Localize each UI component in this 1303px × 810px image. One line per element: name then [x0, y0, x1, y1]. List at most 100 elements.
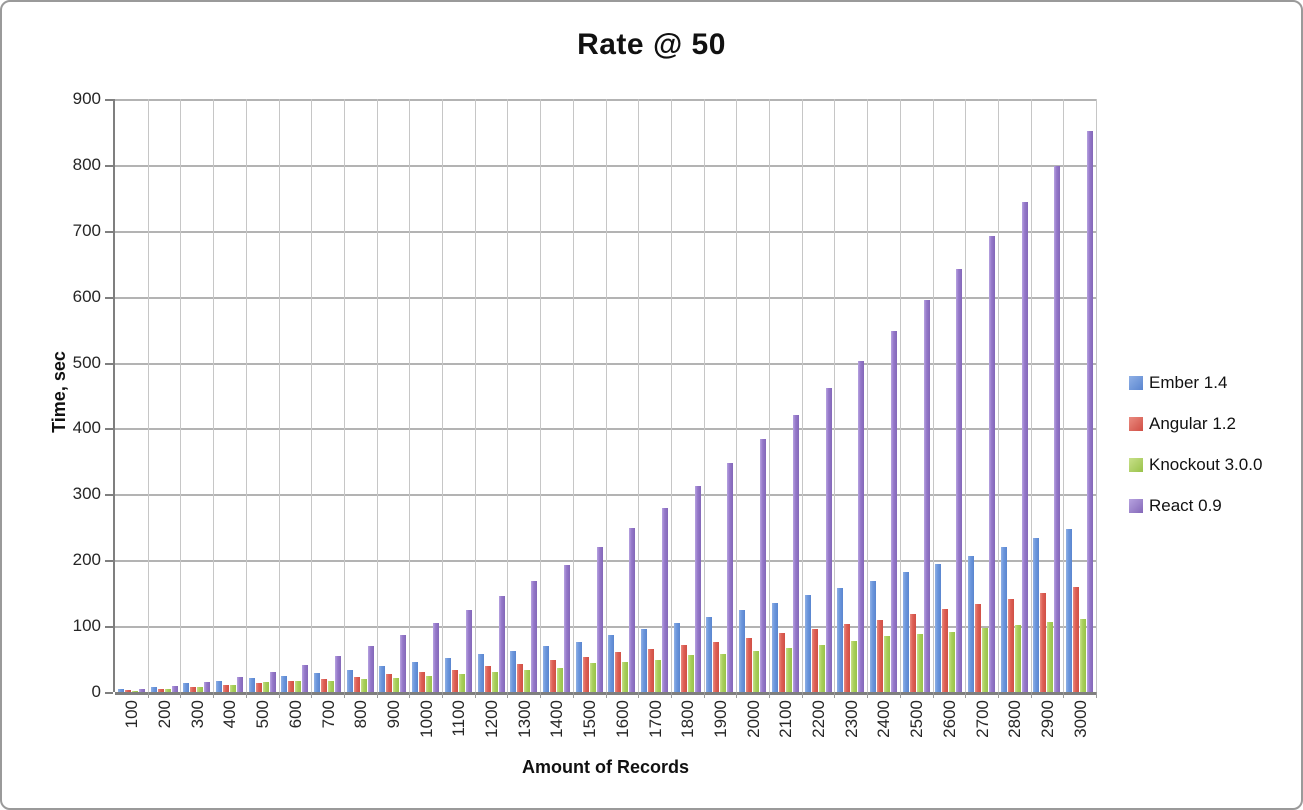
y-axis-line	[113, 99, 115, 692]
bar-ember-1-4-1800	[673, 623, 680, 692]
bar-knockout-3-0-0-2100	[785, 647, 792, 692]
legend-swatch-icon	[1129, 457, 1143, 472]
legend: Ember 1.4 Angular 1.2 Knockout 3.0.0 React …	[1129, 362, 1262, 526]
bar-knockout-3-0-0-2600	[949, 632, 956, 692]
bar-react-0-9-2600	[956, 269, 963, 692]
bar-knockout-3-0-0-400	[229, 684, 236, 692]
x-tick-label: 2700	[972, 700, 992, 738]
bar-ember-1-4-700	[314, 672, 321, 692]
bar-ember-1-4-1200	[477, 654, 484, 692]
x-tick-label: 1200	[482, 700, 502, 738]
bar-ember-1-4-3000	[1066, 529, 1073, 692]
legend-swatch-icon	[1129, 416, 1143, 431]
bar-group-1900	[704, 463, 737, 692]
x-gridline	[343, 99, 345, 692]
legend-item-react-0-9: React 0.9	[1129, 485, 1262, 526]
bar-ember-1-4-1300	[510, 650, 517, 692]
bar-react-0-9-1700	[662, 508, 669, 692]
bar-react-0-9-200	[171, 686, 178, 692]
x-gridline	[1096, 99, 1097, 692]
bar-group-1800	[671, 485, 704, 692]
bar-knockout-3-0-0-2300	[851, 641, 858, 692]
x-tick-label: 600	[285, 700, 305, 729]
x-tick-label: 2800	[1005, 700, 1025, 738]
x-gridline	[965, 99, 967, 692]
bar-react-0-9-2200	[825, 387, 832, 692]
x-tick-label: 1400	[547, 700, 567, 738]
legend-item-ember-1-4: Ember 1.4	[1129, 362, 1262, 403]
bar-angular-1-2-2100	[778, 632, 785, 692]
x-tick-label: 2600	[939, 700, 959, 738]
bar-angular-1-2-1900	[713, 641, 720, 692]
bar-group-600	[279, 665, 312, 692]
x-tick-label: 3000	[1070, 700, 1090, 738]
bar-angular-1-2-200	[157, 688, 164, 692]
bar-group-400	[213, 676, 246, 692]
x-tick-label: 1000	[416, 700, 436, 738]
bar-ember-1-4-1400	[542, 645, 549, 692]
y-tick-label: 900	[72, 89, 101, 108]
x-tick-mark	[507, 692, 509, 698]
y-tick-mark	[105, 164, 113, 167]
bar-angular-1-2-700	[321, 679, 328, 692]
x-gridline	[311, 99, 313, 692]
bar-angular-1-2-2900	[1040, 592, 1047, 692]
bar-group-2700	[965, 236, 998, 692]
bar-angular-1-2-2000	[746, 637, 753, 692]
bar-react-0-9-100	[138, 689, 145, 692]
legend-label: Ember 1.4	[1149, 372, 1228, 392]
y-tick-mark	[105, 560, 113, 563]
bar-ember-1-4-800	[346, 669, 353, 692]
bar-react-0-9-2300	[858, 360, 865, 692]
bar-group-2500	[900, 299, 933, 692]
bar-react-0-9-2100	[792, 414, 799, 692]
bar-ember-1-4-2900	[1033, 538, 1040, 692]
bar-angular-1-2-2700	[975, 603, 982, 692]
x-tick-mark	[213, 692, 215, 698]
y-tick-label: 0	[91, 682, 101, 701]
x-tick-mark	[965, 692, 967, 698]
x-tick-mark	[147, 692, 149, 698]
bar-angular-1-2-300	[190, 687, 197, 692]
bar-knockout-3-0-0-200	[164, 688, 171, 692]
y-tick-label: 700	[72, 220, 101, 240]
x-tick-label: 1900	[710, 700, 730, 738]
x-tick-label: 400	[220, 700, 240, 729]
x-tick-label: 300	[187, 700, 207, 729]
bar-knockout-3-0-0-1200	[491, 672, 498, 692]
bar-group-100	[115, 689, 148, 692]
x-tick-mark	[834, 692, 836, 698]
legend-item-angular-1-2: Angular 1.2	[1129, 403, 1262, 444]
bar-ember-1-4-2800	[1000, 547, 1007, 692]
bar-knockout-3-0-0-1100	[458, 674, 465, 692]
bar-group-2000	[736, 439, 769, 692]
bar-knockout-3-0-0-1500	[589, 663, 596, 692]
y-tick-label: 200	[72, 550, 101, 570]
x-tick-label: 700	[318, 700, 338, 729]
x-gridline	[278, 99, 280, 692]
bar-knockout-3-0-0-100	[131, 690, 138, 692]
bar-react-0-9-1000	[433, 623, 440, 692]
bar-angular-1-2-600	[288, 681, 295, 692]
bar-angular-1-2-1400	[549, 660, 556, 692]
bar-group-900	[377, 635, 410, 692]
legend-swatch-icon	[1129, 498, 1143, 513]
legend-swatch-icon	[1129, 375, 1143, 390]
bar-knockout-3-0-0-500	[262, 682, 269, 692]
bar-angular-1-2-1300	[517, 664, 524, 692]
bar-react-0-9-2400	[890, 330, 897, 692]
x-gridline	[213, 99, 215, 692]
bar-angular-1-2-800	[353, 676, 360, 692]
y-tick-mark	[105, 494, 113, 497]
bar-group-800	[344, 645, 377, 692]
y-tick-label: 800	[72, 154, 101, 174]
x-tick-label: 900	[383, 700, 403, 729]
bar-angular-1-2-500	[255, 682, 262, 692]
x-gridline	[1063, 99, 1065, 692]
x-gridline	[409, 99, 411, 692]
legend-item-knockout-3-0-0: Knockout 3.0.0	[1129, 444, 1262, 485]
bar-react-0-9-2900	[1054, 166, 1061, 692]
bar-group-500	[246, 671, 279, 692]
x-tick-label: 1300	[514, 700, 534, 738]
